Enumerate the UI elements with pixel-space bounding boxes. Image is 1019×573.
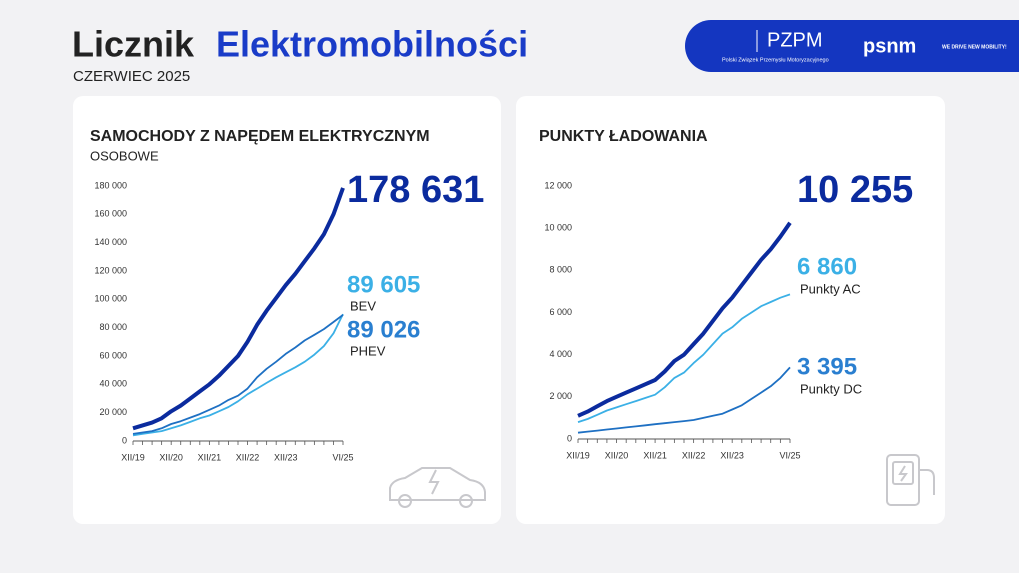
logo-psnm-caption: WE DRIVE NEW MOBILITY! xyxy=(942,44,1007,50)
series-line xyxy=(577,221,792,418)
legend-label: PHEV xyxy=(350,343,386,358)
x-tick-label: XII/23 xyxy=(274,452,298,462)
value-label: 10 255 xyxy=(797,169,913,211)
value-label: 178 631 xyxy=(347,169,484,211)
x-tick-label: XII/21 xyxy=(198,452,222,462)
x-tick-label: XII/20 xyxy=(159,452,183,462)
logo-banner xyxy=(685,20,1019,72)
value-label: 3 395 xyxy=(797,353,857,380)
logo-psnm: psnm xyxy=(863,35,916,57)
chart-title: SAMOCHODY Z NAPĘDEM ELEKTRYCZNYM xyxy=(90,128,430,145)
x-tick-label: VI/25 xyxy=(779,450,800,460)
y-tick-label: 140 000 xyxy=(94,237,127,247)
y-tick-label: 0 xyxy=(122,435,127,445)
value-label: 89 605 xyxy=(347,271,420,298)
logo-pzpm-caption: Polski Związek Przemysłu Motoryzacyjnego xyxy=(722,57,829,63)
value-label: 6 860 xyxy=(797,253,857,280)
card xyxy=(73,96,501,524)
title-part1: Licznik xyxy=(72,24,195,65)
x-tick-label: XII/21 xyxy=(643,450,667,460)
y-tick-label: 12 000 xyxy=(544,180,572,190)
y-tick-label: 20 000 xyxy=(99,407,127,417)
car-icon xyxy=(389,467,486,508)
chart-subtitle: OSOBOWE xyxy=(90,148,159,163)
series-line xyxy=(577,293,791,423)
series-line xyxy=(132,314,344,435)
y-tick-label: 180 000 xyxy=(94,180,127,190)
y-tick-label: 4 000 xyxy=(549,349,572,359)
y-tick-label: 0 xyxy=(567,433,572,443)
legend-label: Punkty DC xyxy=(800,381,862,396)
y-tick-label: 40 000 xyxy=(99,379,127,389)
x-tick-label: XII/23 xyxy=(720,450,744,460)
value-label: 89 026 xyxy=(347,316,420,343)
y-tick-label: 2 000 xyxy=(549,391,572,401)
title-part2: Elektromobilności xyxy=(216,24,528,65)
y-tick-label: 60 000 xyxy=(99,350,127,360)
y-tick-label: 160 000 xyxy=(94,209,127,219)
x-tick-label: XII/22 xyxy=(236,452,260,462)
logo-pzpm: PZPM xyxy=(767,29,823,51)
x-tick-label: XII/19 xyxy=(121,452,145,462)
card xyxy=(516,96,945,524)
series-line xyxy=(577,366,791,434)
subtitle: CZERWIEC 2025 xyxy=(73,68,190,85)
series-line xyxy=(132,313,344,437)
y-tick-label: 6 000 xyxy=(549,307,572,317)
y-tick-label: 80 000 xyxy=(99,322,127,332)
y-tick-label: 120 000 xyxy=(94,265,127,275)
charger-icon xyxy=(886,454,935,506)
x-tick-label: XII/22 xyxy=(682,450,706,460)
legend-label: BEV xyxy=(350,298,376,313)
x-tick-label: VI/25 xyxy=(332,452,353,462)
y-tick-label: 8 000 xyxy=(549,265,572,275)
y-tick-label: 100 000 xyxy=(94,294,127,304)
x-tick-label: XII/20 xyxy=(605,450,629,460)
legend-label: Punkty AC xyxy=(800,281,861,296)
x-tick-label: XII/19 xyxy=(566,450,590,460)
chart-title: PUNKTY ŁADOWANIA xyxy=(539,128,708,145)
series-line xyxy=(132,187,345,431)
y-tick-label: 10 000 xyxy=(544,223,572,233)
